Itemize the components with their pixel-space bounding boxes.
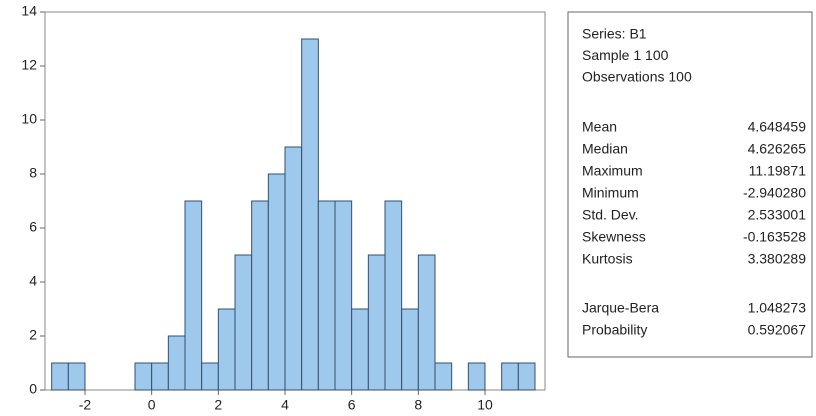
x-tick-label: 10	[477, 397, 493, 413]
bar	[51, 362, 69, 391]
stat-label: Skewness	[582, 229, 646, 245]
bar	[317, 200, 336, 391]
y-tick-label: 6	[29, 219, 37, 235]
x-tick-label: -2	[79, 397, 92, 413]
x-tick-label: 6	[348, 397, 356, 413]
y-tick-label: 12	[21, 57, 37, 73]
bar	[517, 362, 536, 391]
y-tick-label: 8	[29, 165, 37, 181]
bar	[384, 200, 403, 391]
stats-box	[567, 11, 813, 358]
y-tick-label: 2	[29, 327, 37, 343]
stat-label: Kurtosis	[582, 251, 633, 267]
x-tick-label: 8	[414, 397, 422, 413]
bar	[501, 362, 519, 391]
x-tick-label: 4	[281, 397, 289, 413]
stat-label: Jarque-Bera	[582, 300, 659, 316]
stats-header: Observations 100	[582, 69, 692, 85]
stat-value: 4.648459	[748, 119, 807, 135]
x-tick-label: 0	[148, 397, 156, 413]
bar	[417, 254, 436, 391]
bar	[234, 254, 253, 391]
stat-label: Maximum	[582, 163, 643, 179]
bar	[284, 146, 303, 391]
stat-value: 11.19871	[749, 163, 807, 179]
bar	[367, 254, 386, 391]
stat-value: 4.626265	[748, 141, 807, 157]
bar	[67, 362, 86, 391]
stat-label: Median	[582, 141, 628, 157]
bar	[184, 200, 203, 391]
bar	[167, 335, 186, 391]
x-tick-label: 2	[214, 397, 222, 413]
stat-label: Probability	[582, 322, 647, 338]
bar	[251, 200, 269, 391]
stat-label: Minimum	[582, 185, 639, 201]
stat-label: Mean	[582, 119, 617, 135]
bar	[134, 362, 153, 391]
stat-value: 1.048273	[748, 300, 807, 316]
bar	[467, 362, 486, 391]
stats-header: Sample 1 100	[582, 47, 669, 63]
y-tick-label: 0	[29, 381, 37, 397]
y-tick-label: 4	[29, 273, 37, 289]
bar	[334, 200, 353, 391]
bar	[201, 362, 219, 391]
stat-value: 3.380289	[748, 251, 807, 267]
stat-label: Std. Dev.	[582, 207, 639, 223]
bar	[401, 308, 419, 391]
y-tick-label: 14	[21, 3, 37, 19]
stats-header: Series: B1	[582, 26, 647, 42]
y-tick-label: 10	[21, 111, 37, 127]
bar	[434, 362, 453, 391]
bar	[301, 38, 319, 391]
stat-value: -2.940280	[743, 185, 806, 201]
bar	[267, 173, 286, 391]
stat-value: 0.592067	[748, 322, 807, 338]
bar	[351, 308, 369, 391]
bar	[151, 362, 169, 391]
stat-value: 2.533001	[748, 207, 807, 223]
stat-value: -0.163528	[743, 229, 806, 245]
bar	[217, 308, 236, 391]
